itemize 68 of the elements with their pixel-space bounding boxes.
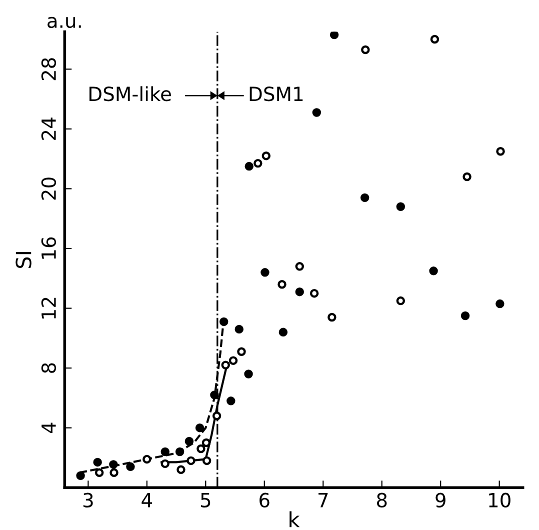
point [361, 45, 370, 54]
x-tick-label: 7 [318, 493, 328, 508]
point [310, 288, 319, 298]
point [278, 280, 286, 289]
point [254, 158, 262, 168]
x-axis-title: k [290, 511, 300, 528]
x-tick-label: 9 [436, 492, 446, 508]
point [460, 311, 470, 320]
point [295, 287, 304, 296]
point [196, 444, 206, 454]
point [278, 328, 288, 337]
y-tick-label: 12 [41, 298, 56, 319]
point [93, 458, 102, 467]
point [210, 390, 219, 400]
point [219, 317, 228, 326]
y-tick-label: 8 [41, 363, 56, 373]
point [126, 462, 135, 472]
point [226, 396, 236, 406]
point [496, 299, 504, 308]
point [330, 32, 339, 40]
point [396, 202, 406, 212]
x-tick-label: 4 [142, 493, 152, 508]
point [237, 347, 246, 356]
point [244, 370, 253, 378]
point [186, 456, 196, 466]
point [184, 436, 194, 446]
x-tick-label: 8 [376, 492, 387, 508]
point [212, 412, 222, 420]
y-axis-title: SI [16, 252, 32, 268]
point [430, 34, 440, 44]
point [76, 471, 85, 480]
text: a.u. [48, 16, 81, 28]
point [360, 193, 370, 202]
y-tick-label: 20 [41, 178, 56, 200]
point [228, 356, 238, 365]
point [142, 454, 152, 464]
point [262, 151, 271, 160]
point [312, 108, 322, 117]
point [202, 456, 212, 466]
y-tick-label: 4 [42, 422, 56, 434]
point [396, 296, 406, 306]
point [234, 324, 244, 334]
point [429, 266, 438, 276]
point [160, 459, 170, 468]
point [175, 447, 184, 456]
point [328, 312, 336, 322]
point [110, 468, 118, 478]
annotation: DSM-like [89, 86, 171, 102]
y-tick-label: 28 [41, 58, 56, 80]
point [496, 146, 505, 156]
point [295, 262, 304, 271]
point [176, 465, 186, 474]
point [244, 162, 254, 171]
x-tick-label: 10 [489, 492, 510, 508]
x-tick-label: 3 [83, 492, 93, 508]
x-tick-label: 5 [200, 493, 210, 508]
y-tick-label: 16 [41, 237, 56, 259]
point [160, 447, 170, 456]
y-tick-label: 24 [41, 118, 56, 140]
x-tick-label: 6 [260, 492, 270, 508]
point [202, 438, 211, 448]
annotation: DSM1 [250, 86, 303, 102]
point [462, 172, 472, 182]
point [195, 423, 204, 432]
point [260, 268, 270, 277]
point [221, 360, 230, 370]
point [109, 460, 118, 469]
point [94, 468, 104, 478]
